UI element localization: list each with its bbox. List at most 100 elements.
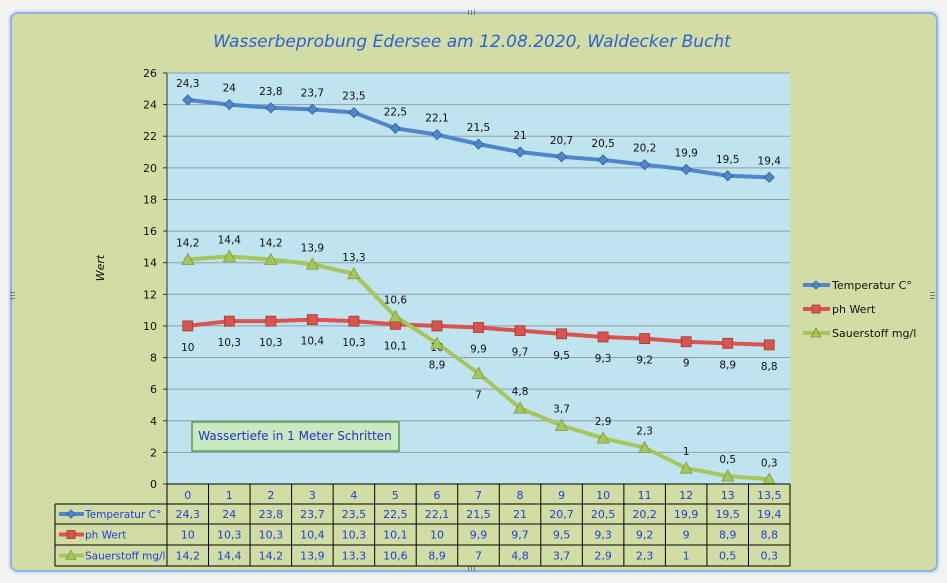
data-label: 9,3: [595, 353, 612, 365]
table-cell: 24,3: [176, 508, 201, 521]
legend-label: ph Wert: [832, 303, 876, 316]
resize-handle-left[interactable]: [10, 290, 15, 299]
x-tick-label: 9: [558, 489, 565, 502]
data-label: 23,8: [259, 86, 282, 98]
x-tick-label: 1: [226, 489, 233, 502]
legend-label: Temperatur C°: [831, 279, 912, 292]
table-cell: 13,9: [300, 550, 325, 563]
data-label: 10,3: [342, 337, 365, 349]
data-label: 14,4: [218, 234, 242, 246]
table-cell: 21: [513, 508, 527, 521]
data-label: 10,1: [384, 340, 407, 352]
data-point-triangle: [305, 257, 320, 270]
data-point-square: [556, 328, 567, 340]
annotation: Wassertiefe in 1 Meter Schritten: [191, 421, 400, 452]
data-point-square: [722, 337, 734, 349]
x-tick-label: 3: [309, 489, 316, 502]
table-cell: 10,1: [383, 529, 408, 542]
x-tick-label: 6: [433, 489, 440, 502]
table-row-label: ph Wert: [85, 530, 126, 542]
table-cell: 8,9: [719, 529, 737, 542]
data-point-square: [639, 333, 651, 344]
data-label: 9,5: [553, 350, 570, 362]
series-2: 14,2 14,4 14,2 13,9 13,3 10,6 8,9 7 4,8 3,7 2,9 2,3…: [176, 234, 778, 485]
data-point-square: [680, 336, 692, 348]
x-tick-label: 10: [596, 489, 610, 502]
table-cell: 9,5: [553, 529, 571, 542]
table-cell: 14,2: [176, 550, 201, 563]
table-cell: 20,2: [632, 508, 657, 521]
table-cell: 9: [683, 529, 690, 542]
y-tick-label: 12: [143, 288, 157, 301]
data-point-triangle: [430, 336, 444, 349]
data-point-square: [223, 315, 235, 327]
resize-handle-top[interactable]: [468, 10, 477, 15]
x-tick-label: 11: [638, 489, 652, 502]
data-point-square: [597, 331, 609, 343]
table-cell: 19,5: [715, 508, 740, 521]
data-point-square: [473, 322, 484, 333]
table-cell: 1: [683, 550, 690, 563]
series-0: 24,3 24 23,8 23,7 23,5 22,5 22,1 21,5 21 20,7 20,5…: [176, 78, 781, 183]
annotation-box: [191, 421, 400, 452]
data-label: 19,9: [674, 147, 697, 159]
data-point-triangle: [721, 469, 735, 482]
data-label: 14,2: [176, 238, 199, 250]
data-point-triangle: [471, 366, 486, 379]
y-tick-label: 14: [143, 257, 157, 270]
legend-item: Temperatur C°: [803, 279, 912, 292]
data-label: 8,8: [761, 361, 778, 373]
data-label: 0,5: [719, 454, 736, 466]
data-label: 21,5: [467, 122, 490, 134]
y-tick-label: 4: [150, 415, 157, 428]
data-label: 21: [513, 130, 526, 142]
y-tick-label: 18: [143, 193, 157, 206]
data-point-square: [265, 315, 277, 327]
table-cell: 9,7: [511, 529, 529, 542]
table-cell: 3,7: [553, 550, 571, 563]
x-tick-label: 12: [679, 489, 693, 502]
x-tick-label: 2: [267, 489, 274, 502]
resize-handle-right[interactable]: [930, 290, 935, 299]
x-tick-label: 13,5: [757, 489, 782, 502]
table-cell: 23,5: [342, 508, 367, 521]
data-label: 9,2: [636, 355, 653, 367]
table-legend-key: [59, 509, 84, 519]
table-cell: 14,2: [259, 550, 284, 563]
data-point-square: [182, 320, 194, 332]
x-tick-label: 7: [475, 489, 482, 502]
y-tick-label: 16: [143, 225, 157, 238]
data-label: 22,5: [384, 106, 407, 118]
table-cell: 23,7: [300, 508, 325, 521]
table-cell: 22,1: [425, 508, 450, 521]
data-label: 10,3: [259, 337, 282, 349]
table-legend-key: [59, 530, 84, 539]
table-legend-key: [59, 549, 84, 560]
y-tick-label: 20: [143, 162, 157, 175]
data-point-square: [431, 320, 443, 332]
data-label: 24,3: [176, 78, 199, 90]
table-cell: 9,2: [636, 529, 654, 542]
data-point-triangle: [810, 327, 822, 338]
data-point-square: [514, 325, 526, 337]
data-label: 19,5: [716, 154, 739, 166]
table-cell: 10,3: [259, 529, 284, 542]
table-cell: 20,5: [591, 508, 616, 521]
data-label: 1: [683, 446, 690, 458]
y-tick-label: 8: [150, 352, 157, 365]
x-tick-label: 13: [721, 489, 735, 502]
data-point-square: [348, 315, 360, 327]
annotation-text: Wassertiefe in 1 Meter Schritten: [198, 429, 391, 443]
data-label: 10,3: [218, 337, 241, 349]
data-label: 2,9: [595, 416, 612, 428]
resize-handle-bottom[interactable]: [468, 566, 477, 571]
y-tick-label: 10: [143, 320, 157, 333]
data-point-triangle: [181, 252, 195, 265]
data-point-diamond: [265, 102, 277, 114]
data-label: 13,3: [342, 252, 365, 264]
data-label: 23,5: [342, 91, 365, 103]
table-cell: 13,3: [342, 550, 367, 563]
table-cell: 10,3: [342, 529, 367, 542]
data-point-square: [306, 314, 318, 326]
